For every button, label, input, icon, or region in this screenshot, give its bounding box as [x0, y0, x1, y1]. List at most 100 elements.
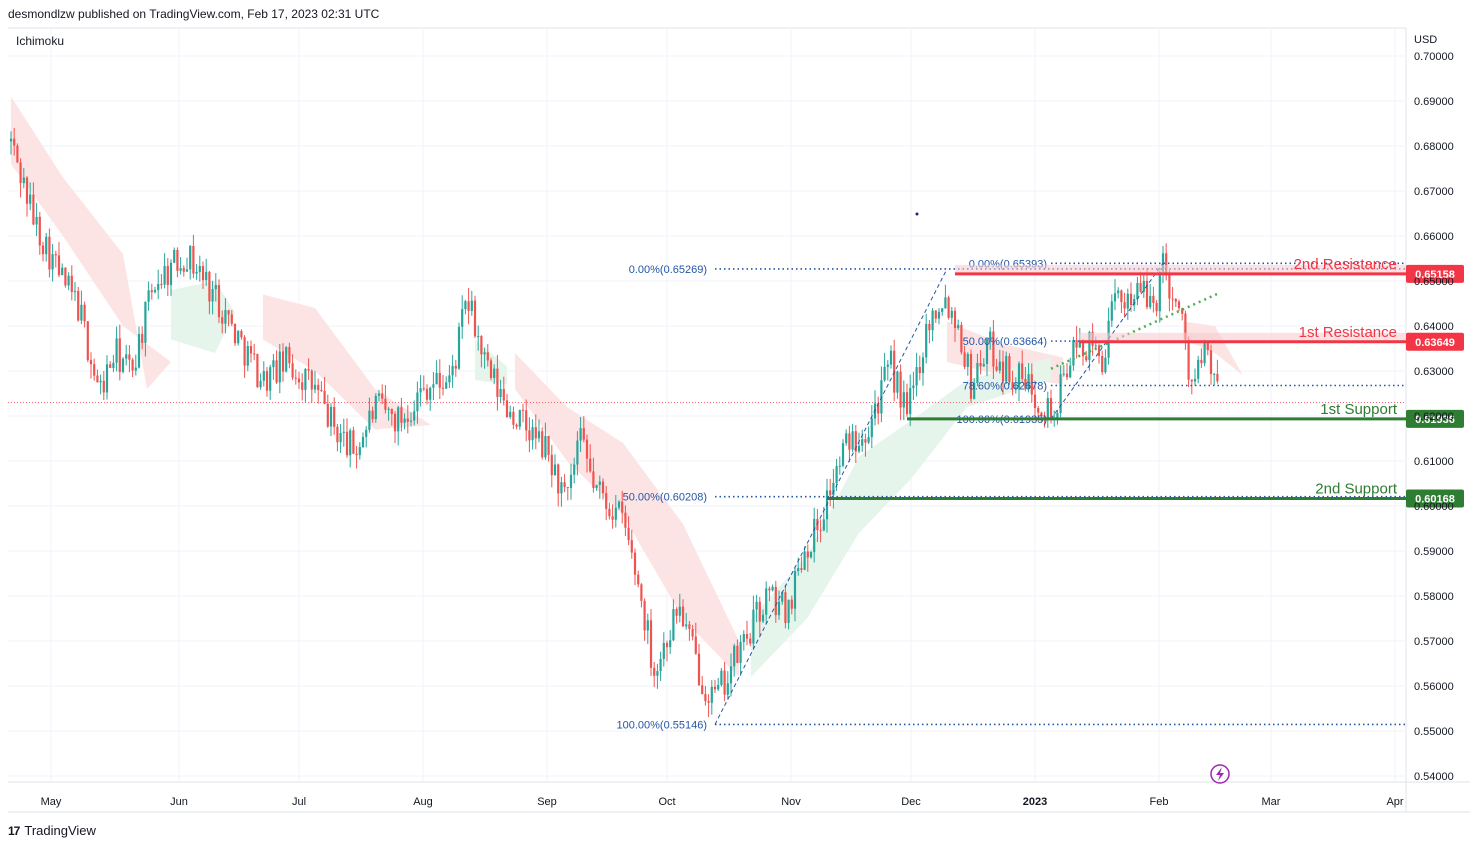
cloud-bearish: [1183, 321, 1243, 376]
tradingview-logo-icon: 17: [8, 823, 20, 838]
candle-body: [326, 403, 329, 427]
candle-body: [227, 310, 230, 315]
candle-body: [361, 436, 365, 448]
candle-body: [755, 601, 758, 610]
candle-body: [1046, 398, 1049, 420]
candle-body: [979, 362, 982, 367]
level-name: 2nd Resistance: [1294, 256, 1397, 273]
candle-body: [275, 360, 278, 383]
candle-body: [662, 642, 665, 659]
candle-body: [691, 628, 694, 637]
cloud-bearish: [11, 96, 171, 389]
candle-body: [758, 601, 761, 622]
candle-body: [483, 352, 486, 355]
candle-body: [451, 365, 454, 376]
candle-body: [137, 333, 141, 368]
candle-body: [598, 481, 601, 485]
candle-body: [688, 624, 691, 629]
candle-body: [432, 384, 435, 388]
candle-body: [214, 285, 217, 290]
candle-body: [1181, 308, 1184, 314]
x-tick-label: Mar: [1262, 796, 1281, 808]
candle-body: [256, 354, 259, 388]
candle-body: [829, 490, 832, 496]
candle-body: [710, 686, 713, 703]
level-name: 1st Support: [1320, 401, 1398, 418]
candle-body: [573, 464, 576, 475]
candle-body: [694, 636, 697, 654]
candle-body: [569, 474, 573, 488]
y-tick-label: 0.54000: [1414, 771, 1454, 783]
candle-body: [697, 653, 701, 686]
fib-trend-line-right: [1050, 263, 1164, 420]
candle-body: [1161, 253, 1165, 272]
candle-body: [278, 351, 281, 383]
candle-body: [41, 245, 45, 255]
candle-body: [285, 347, 288, 372]
candle-body: [944, 297, 947, 309]
candle-body: [541, 431, 544, 458]
candle-body: [531, 427, 534, 441]
candle-body: [413, 411, 416, 421]
candle-body: [189, 246, 192, 270]
candle-body: [243, 337, 246, 366]
candle-body: [617, 501, 621, 508]
candle-body: [608, 508, 611, 517]
candle-body: [838, 465, 841, 467]
candle-body: [1062, 373, 1065, 375]
candle-body: [281, 351, 285, 372]
candle-body: [374, 395, 377, 420]
candle-body: [377, 393, 381, 396]
candle-body: [1120, 290, 1123, 303]
candle-body: [621, 501, 624, 513]
candle-body: [1097, 345, 1101, 356]
marker-dot: [915, 212, 919, 216]
price-badge-label: 0.65158: [1415, 269, 1455, 281]
candle-body: [486, 352, 489, 361]
candle-body: [768, 588, 771, 591]
candle-body: [534, 427, 537, 439]
candle-body: [745, 634, 749, 639]
candle-body: [464, 301, 467, 310]
candle-body: [560, 482, 563, 494]
indicator-label[interactable]: Ichimoku: [16, 34, 65, 48]
candle-body: [179, 268, 182, 271]
candle-body: [22, 177, 25, 184]
candle-body: [339, 432, 342, 443]
publisher-info: desmondlzw published on TradingView.com,…: [8, 7, 380, 21]
candle-body: [173, 249, 176, 263]
candle-body: [582, 428, 585, 440]
candle-body: [765, 588, 768, 615]
candle-body: [595, 484, 598, 488]
candle-body: [102, 380, 105, 393]
candle-body: [995, 366, 998, 371]
candle-body: [566, 487, 569, 489]
candle-body: [790, 599, 793, 609]
candle-body: [912, 385, 915, 389]
candle-body: [976, 362, 979, 384]
candle-body: [288, 347, 291, 364]
candle-body: [86, 321, 89, 361]
candle-body: [83, 304, 86, 322]
candle-body: [1021, 363, 1024, 379]
time-axis: May Jun Jul Aug Sep Oct Nov Dec 2023 Feb Mar Apr: [41, 796, 1404, 808]
candle-body: [499, 388, 502, 397]
candle-body: [656, 671, 659, 676]
candle-body: [704, 694, 707, 702]
candle-body: [742, 634, 745, 643]
candle-body: [1152, 295, 1155, 303]
candle-body: [384, 398, 387, 410]
candle-body: [473, 300, 477, 337]
x-tick-label: Feb: [1150, 796, 1169, 808]
candle-body: [448, 375, 451, 383]
candle-body: [429, 387, 432, 400]
candle-body: [733, 645, 736, 667]
candle-body: [237, 331, 240, 344]
cloud-bearish: [263, 294, 431, 430]
candle-body: [630, 540, 633, 553]
candle-body: [224, 310, 227, 324]
candle-body: [902, 392, 905, 408]
candle-body: [992, 331, 995, 367]
candle-body: [998, 361, 1001, 371]
